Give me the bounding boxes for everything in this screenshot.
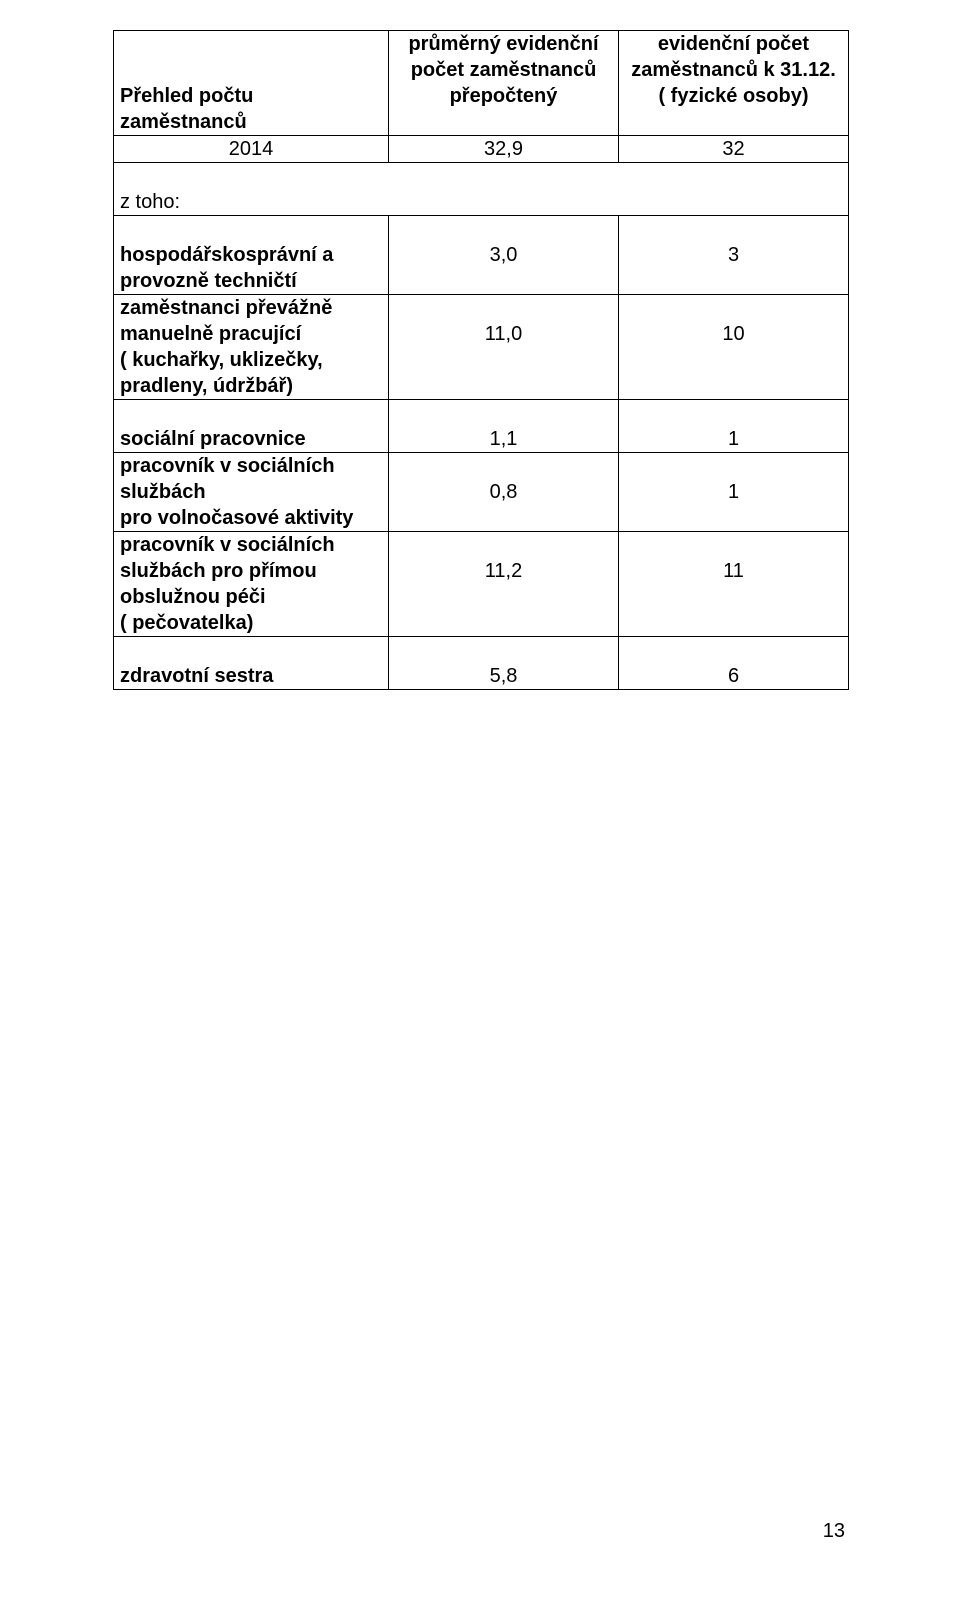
label-cell: pracovník v sociálních (114, 532, 389, 559)
label-cell: zaměstnanci převážně (114, 295, 389, 322)
page-number: 13 (823, 1520, 845, 1543)
header-cell (114, 57, 389, 83)
header-cell: evidenční počet (619, 31, 849, 58)
label-cell: manuelně pracující (114, 321, 389, 347)
label-cell: pro volnočasové aktivity (114, 505, 389, 532)
value-cell: 1,1 (389, 426, 619, 453)
label-cell: pracovník v sociálních (114, 453, 389, 480)
value-cell: 1 (619, 426, 849, 453)
label-cell: hospodářskosprávní a (114, 242, 389, 268)
label-cell: službách pro přímou (114, 558, 389, 584)
header-cell: přepočtený (389, 83, 619, 136)
header-cell: Přehled počtu zaměstnanců (114, 83, 389, 136)
value-cell: 3 (619, 242, 849, 268)
header-cell: zaměstnanců k 31.12. (619, 57, 849, 83)
employee-count-table: průměrný evidenční evidenční počet počet… (113, 30, 849, 690)
label-cell: ( pečovatelka) (114, 610, 389, 637)
label-cell: pradleny, údržbář) (114, 373, 389, 400)
header-cell (114, 31, 389, 58)
value-cell: 11,0 (389, 321, 619, 347)
label-cell: sociální pracovnice (114, 426, 389, 453)
value-cell: 32 (619, 136, 849, 163)
label-cell: ( kuchařky, uklizečky, (114, 347, 389, 373)
year-label: 2014 (114, 136, 389, 163)
value-cell: 3,0 (389, 242, 619, 268)
header-cell: průměrný evidenční (389, 31, 619, 58)
value-cell: 1 (619, 479, 849, 505)
z-toho-label: z toho: (114, 189, 389, 216)
header-cell: počet zaměstnanců (389, 57, 619, 83)
value-cell: 11 (619, 558, 849, 584)
value-cell: 32,9 (389, 136, 619, 163)
value-cell: 0,8 (389, 479, 619, 505)
label-cell: provozně techničtí (114, 268, 389, 295)
spacer-cell (114, 163, 389, 190)
label-cell: obslužnou péči (114, 584, 389, 610)
value-cell: 5,8 (389, 663, 619, 690)
label-cell: zdravotní sestra (114, 663, 389, 690)
value-cell: 6 (619, 663, 849, 690)
value-cell: 10 (619, 321, 849, 347)
value-cell: 11,2 (389, 558, 619, 584)
header-cell: ( fyzické osoby) (619, 83, 849, 136)
label-cell: službách (114, 479, 389, 505)
